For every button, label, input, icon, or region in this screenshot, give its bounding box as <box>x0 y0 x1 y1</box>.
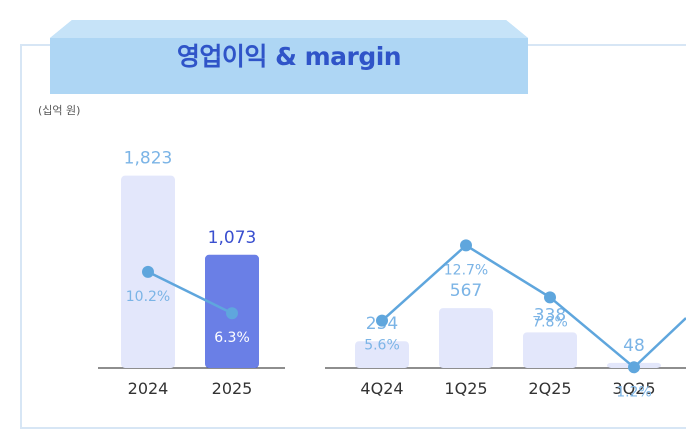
quarterly-bar <box>355 341 409 368</box>
unit-label: (십억 원) <box>38 104 81 117</box>
annual-value-label: 1,823 <box>124 149 173 169</box>
annual-value-label: 1,073 <box>208 228 257 248</box>
chart-title: 영업이익 & margin <box>176 42 402 71</box>
quarterly-margin-point <box>628 361 640 374</box>
quarterly-tick-label: 2Q25 <box>528 379 571 398</box>
quarterly-margin-label: 5.6% <box>364 338 400 354</box>
title-banner: 영업이익 & margin <box>50 20 528 94</box>
quarterly-margin-label: 12.7% <box>444 262 488 278</box>
annual-margin-label: 6.3% <box>214 330 250 346</box>
quarterly-margin-label: 1.2% <box>616 384 652 400</box>
quarterly-margin-point <box>376 314 388 327</box>
quarterly-tick-label: 3Q25 <box>612 379 655 398</box>
quarterly-tick-label: 4Q24 <box>360 379 403 398</box>
annual-margin-point <box>142 265 154 278</box>
quarterly-margin-label: 7.8% <box>532 314 568 330</box>
quarterly-value-label: 567 <box>450 281 482 301</box>
quarterly-bar <box>439 308 493 368</box>
quarterly-value-label: 338 <box>534 305 566 325</box>
quarterly-margin-line <box>381 243 635 369</box>
quarterly-tick-label: 1Q25 <box>444 379 487 398</box>
annual-tick-label: 2025 <box>212 379 253 398</box>
quarterly-margin-point <box>544 291 556 304</box>
quarterly-value-label: 48 <box>623 336 645 356</box>
annual-margin-label: 10.2% <box>126 289 170 305</box>
quarterly-margin-point <box>460 239 472 252</box>
banner-shape <box>50 20 528 94</box>
annual-margin-point <box>226 307 238 320</box>
quarterly-bar <box>523 332 577 368</box>
annual-tick-label: 2024 <box>128 379 169 398</box>
quarterly-margin-line-continuation <box>633 317 686 369</box>
annual-margin-line <box>147 270 233 315</box>
